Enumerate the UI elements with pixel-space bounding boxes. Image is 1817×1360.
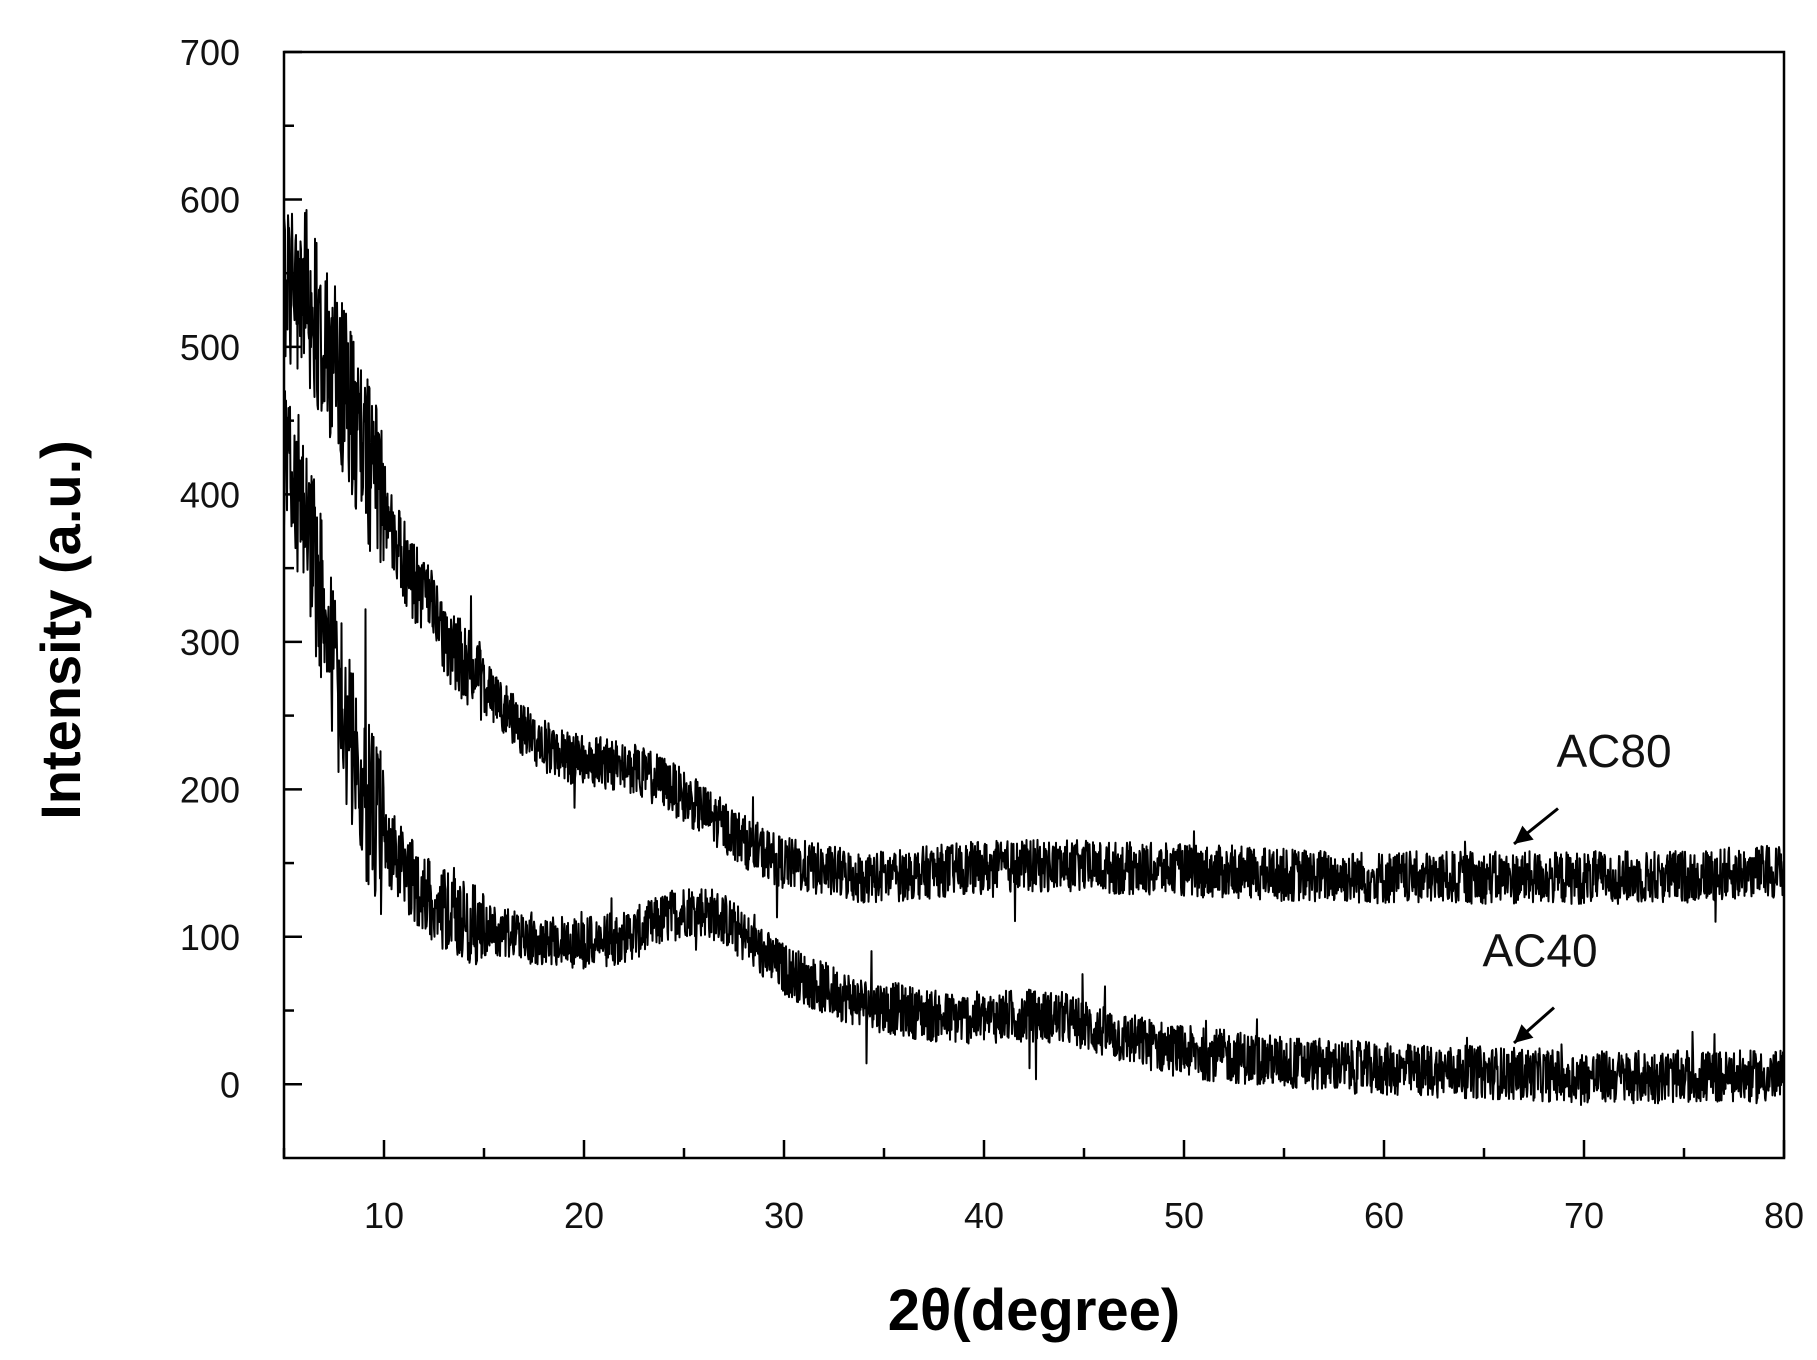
- y-tick-label: 600: [180, 179, 240, 220]
- x-tick-label: 10: [364, 1195, 404, 1236]
- x-tick-label: 60: [1364, 1195, 1404, 1236]
- y-axis-title: Intensity (a.u.): [29, 440, 92, 820]
- x-axis-unit: (degree): [951, 1278, 1180, 1343]
- y-tick-label: 400: [180, 474, 240, 515]
- series-label-ac80: AC80: [1556, 725, 1671, 777]
- x-axis-title: 2θ(degree): [888, 1278, 1180, 1343]
- arrow-head-icon: [1514, 1024, 1534, 1043]
- plot-frame: [282, 50, 1786, 1160]
- y-axis: 0 100 200 300 400 500 600 700: [180, 32, 302, 1105]
- y-tick-label: 500: [180, 327, 240, 368]
- y-tick-label: 700: [180, 32, 240, 73]
- annotation-layer: AC80 AC40: [1482, 725, 1672, 1045]
- y-tick-label: 300: [180, 622, 240, 663]
- x-tick-label: 70: [1564, 1195, 1604, 1236]
- y-tick-label: 0: [220, 1064, 240, 1105]
- x-tick-label: 40: [964, 1195, 1004, 1236]
- y-tick-label: 100: [180, 917, 240, 958]
- x-tick-label: 50: [1164, 1195, 1204, 1236]
- x-axis-symbol: 2θ: [888, 1278, 952, 1343]
- series-label-ac40: AC40: [1482, 924, 1597, 976]
- x-tick-label: 20: [564, 1195, 604, 1236]
- x-tick-label: 80: [1764, 1195, 1804, 1236]
- arrow-head-icon: [1514, 825, 1534, 844]
- series-layer: [283, 209, 1785, 1106]
- series-line-ac80: [283, 209, 1785, 923]
- x-tick-label: 30: [764, 1195, 804, 1236]
- x-axis: 10 20 30 40 50 60 70 80: [282, 1140, 1804, 1236]
- series-line-ac40: [283, 390, 1785, 1106]
- y-tick-label: 200: [180, 769, 240, 810]
